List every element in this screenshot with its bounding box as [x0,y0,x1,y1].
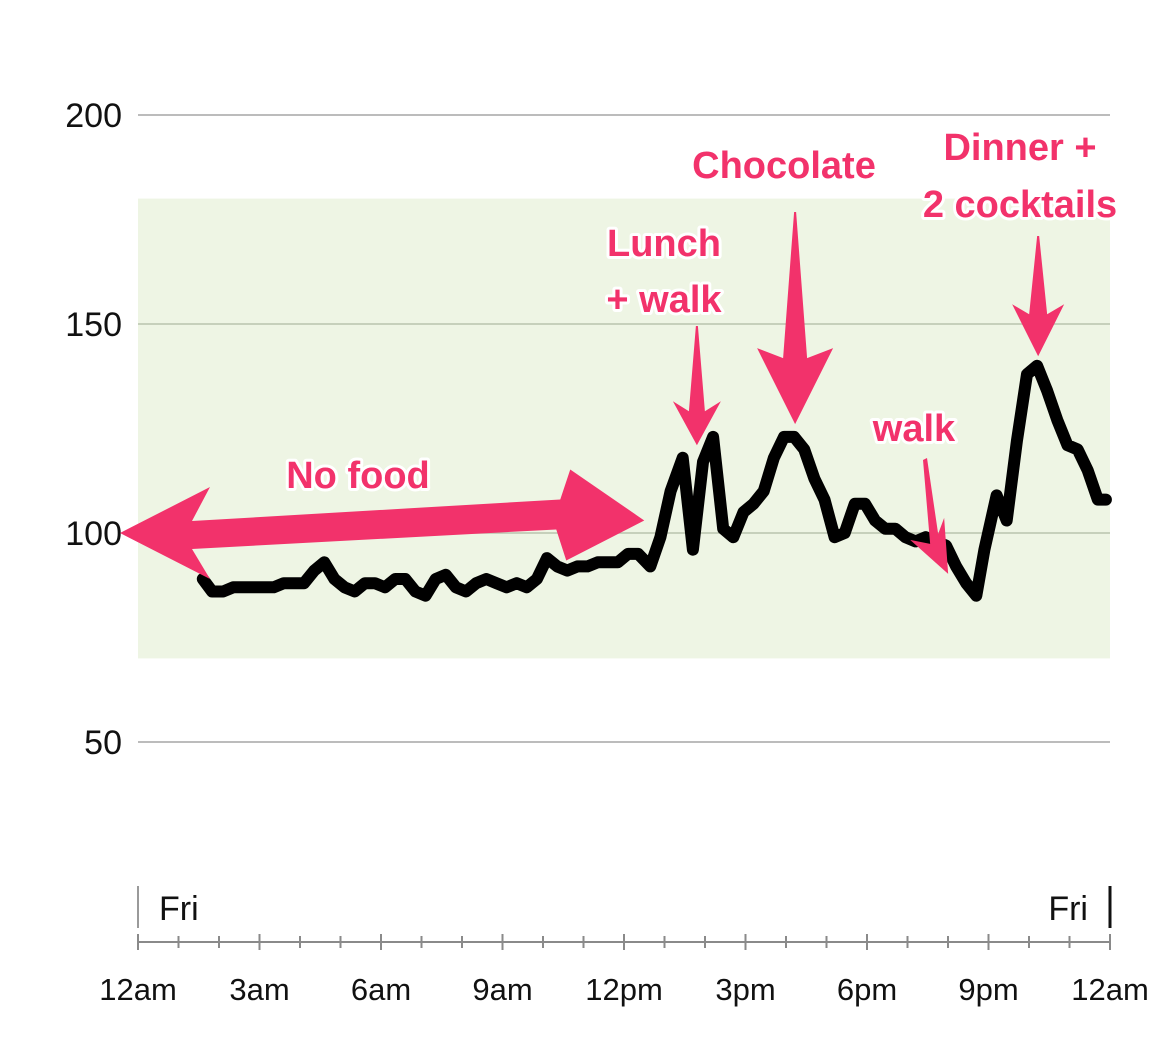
x-tick-label: 6pm [837,972,897,1007]
glucose-series-line [196,359,1112,602]
annotation-text: + walk [606,279,722,321]
annotation-text: 2 cocktails [923,184,1117,226]
x-tick-label: 3am [229,972,289,1007]
annotation-lunch-walk: Lunch + walk [603,220,725,446]
arrow [910,458,949,574]
x-tick-label: 9pm [958,972,1018,1007]
annotation-walk: walk [869,405,959,574]
day-label: Fri [1048,890,1088,928]
arrow [1012,236,1065,357]
day-label: Fri [159,890,199,928]
annotations: No food Lunch + walk Chocolate walk Dinner + 2… [120,124,1120,579]
y-axis-labels: 50 100 150 200 [65,97,122,762]
annotation-text: walk [872,408,956,450]
y-tick-label: 100 [65,515,122,553]
x-tick-label: 12pm [585,972,663,1007]
annotation-text: Chocolate [692,145,876,187]
arrow [757,212,834,425]
y-tick-label: 150 [65,306,122,344]
y-tick-label: 50 [84,724,122,762]
x-tick-label: 12am [99,972,177,1007]
annotation-no-food: No food [120,452,645,579]
x-tick-label: 9am [472,972,532,1007]
x-tick-label: 12am [1071,972,1149,1007]
x-tick-label: 6am [351,972,411,1007]
annotation-dinner: Dinner + 2 cocktails [920,124,1120,357]
annotation-text: Dinner + [943,127,1096,169]
y-tick-label: 200 [65,97,122,135]
x-tick-label: 3pm [715,972,775,1007]
annotation-chocolate: Chocolate [689,142,879,425]
annotation-text: Lunch [607,223,721,265]
arrow [672,326,721,446]
x-axis: 12am 3am 6am 9am 12pm 3pm 6pm 9pm 12am Fri Fri [99,886,1149,1007]
double-arrow [120,469,645,579]
annotation-text: No food [286,455,430,497]
